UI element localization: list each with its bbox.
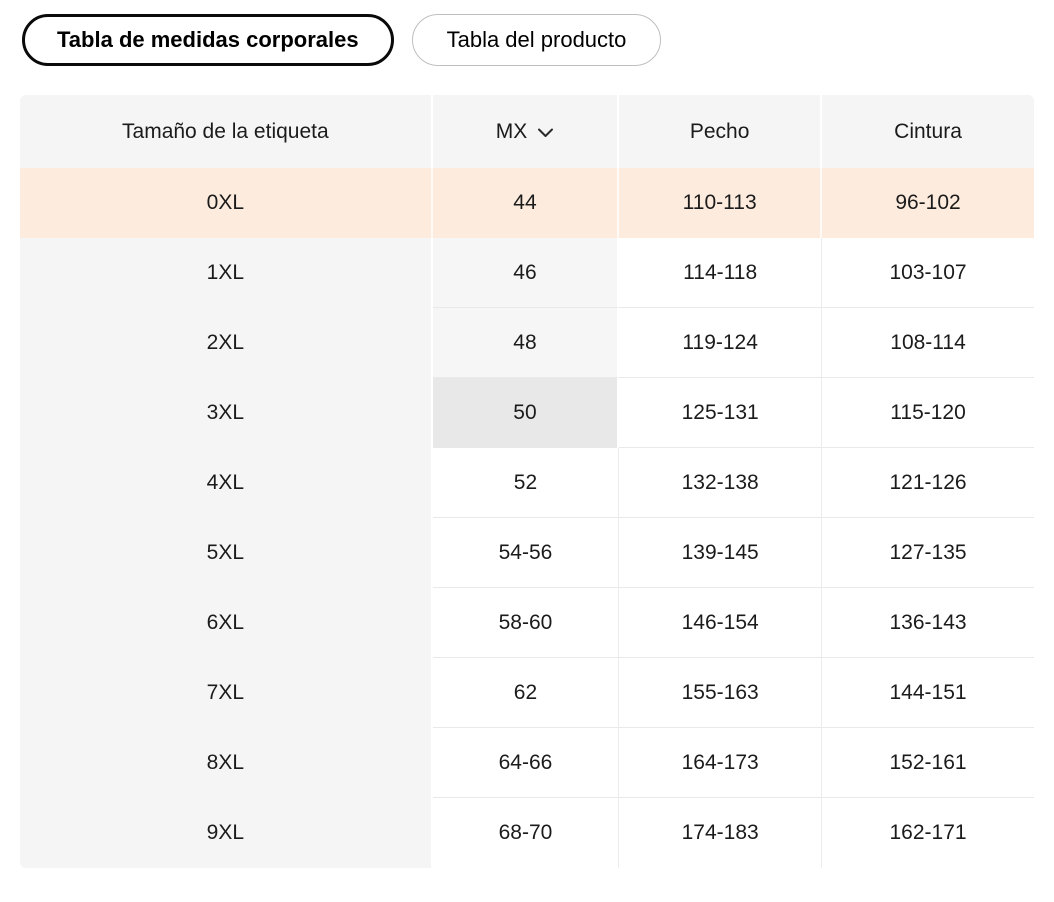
column-header-cintura: Cintura — [822, 95, 1034, 168]
mx-value-cell: 64-66 — [432, 728, 620, 798]
tab-body-measurements[interactable]: Tabla de medidas corporales — [22, 14, 394, 66]
size-table-body: 0XL 44 110-113 96-102 1XL 46 114-118 103… — [20, 168, 1034, 868]
cintura-value-cell: 144-151 — [822, 658, 1034, 728]
cintura-value-cell: 162-171 — [822, 798, 1034, 868]
pecho-value-cell: 139-145 — [619, 518, 823, 588]
tab-product-measurements[interactable]: Tabla del producto — [411, 14, 662, 66]
mx-value-cell: 52 — [432, 448, 620, 518]
size-label-cell: 2XL — [20, 308, 433, 378]
size-label-cell: 7XL — [20, 658, 433, 728]
mx-value-cell: 54-56 — [432, 518, 620, 588]
size-chart-tabs: Tabla de medidas corporales Tabla del pr… — [22, 14, 1054, 66]
column-header-region-dropdown[interactable]: MX — [432, 95, 620, 168]
mx-value-cell: 58-60 — [432, 588, 620, 658]
table-row: 2XL 48 119-124 108-114 — [20, 308, 1034, 378]
pecho-value-cell: 155-163 — [619, 658, 823, 728]
mx-value-cell: 46 — [432, 238, 620, 308]
size-label-cell: 8XL — [20, 728, 433, 798]
size-label-cell: 1XL — [20, 238, 433, 308]
cintura-value-cell: 103-107 — [822, 238, 1034, 308]
pecho-value-cell: 164-173 — [619, 728, 823, 798]
table-header-row: Tamaño de la etiqueta MX Pecho Cintura — [20, 95, 1034, 168]
table-row: 4XL 52 132-138 121-126 — [20, 448, 1034, 518]
mx-value-cell: 44 — [432, 168, 620, 238]
column-header-label-size: Tamaño de la etiqueta — [20, 95, 433, 168]
chevron-down-icon — [538, 128, 554, 137]
size-label-cell: 5XL — [20, 518, 433, 588]
cintura-value-cell: 108-114 — [822, 308, 1034, 378]
column-header-pecho: Pecho — [619, 95, 823, 168]
cintura-value-cell: 121-126 — [822, 448, 1034, 518]
table-row: 9XL 68-70 174-183 162-171 — [20, 798, 1034, 868]
table-row: 8XL 64-66 164-173 152-161 — [20, 728, 1034, 798]
cintura-value-cell: 152-161 — [822, 728, 1034, 798]
table-row: 3XL 50 125-131 115-120 — [20, 378, 1034, 448]
cintura-value-cell: 136-143 — [822, 588, 1034, 658]
mx-value-cell: 62 — [432, 658, 620, 728]
mx-value-cell: 48 — [432, 308, 620, 378]
size-label-cell: 3XL — [20, 378, 433, 448]
pecho-value-cell: 174-183 — [619, 798, 823, 868]
pecho-value-cell: 119-124 — [619, 308, 823, 378]
pecho-value-cell: 132-138 — [619, 448, 823, 518]
pecho-value-cell: 114-118 — [619, 238, 823, 308]
size-table: Tamaño de la etiqueta MX Pecho Cintura 0… — [20, 95, 1034, 868]
pecho-value-cell: 146-154 — [619, 588, 823, 658]
mx-value-cell: 50 — [432, 378, 620, 448]
cintura-value-cell: 127-135 — [822, 518, 1034, 588]
table-row: 7XL 62 155-163 144-151 — [20, 658, 1034, 728]
pecho-value-cell: 125-131 — [619, 378, 823, 448]
size-label-cell: 0XL — [20, 168, 433, 238]
size-label-cell: 6XL — [20, 588, 433, 658]
mx-value-cell: 68-70 — [432, 798, 620, 868]
cintura-value-cell: 115-120 — [822, 378, 1034, 448]
table-row: 6XL 58-60 146-154 136-143 — [20, 588, 1034, 658]
table-row: 5XL 54-56 139-145 127-135 — [20, 518, 1034, 588]
table-row: 0XL 44 110-113 96-102 — [20, 168, 1034, 238]
table-row: 1XL 46 114-118 103-107 — [20, 238, 1034, 308]
region-label: MX — [495, 119, 528, 143]
cintura-value-cell: 96-102 — [822, 168, 1034, 238]
size-label-cell: 9XL — [20, 798, 433, 868]
pecho-value-cell: 110-113 — [619, 168, 823, 238]
size-label-cell: 4XL — [20, 448, 433, 518]
